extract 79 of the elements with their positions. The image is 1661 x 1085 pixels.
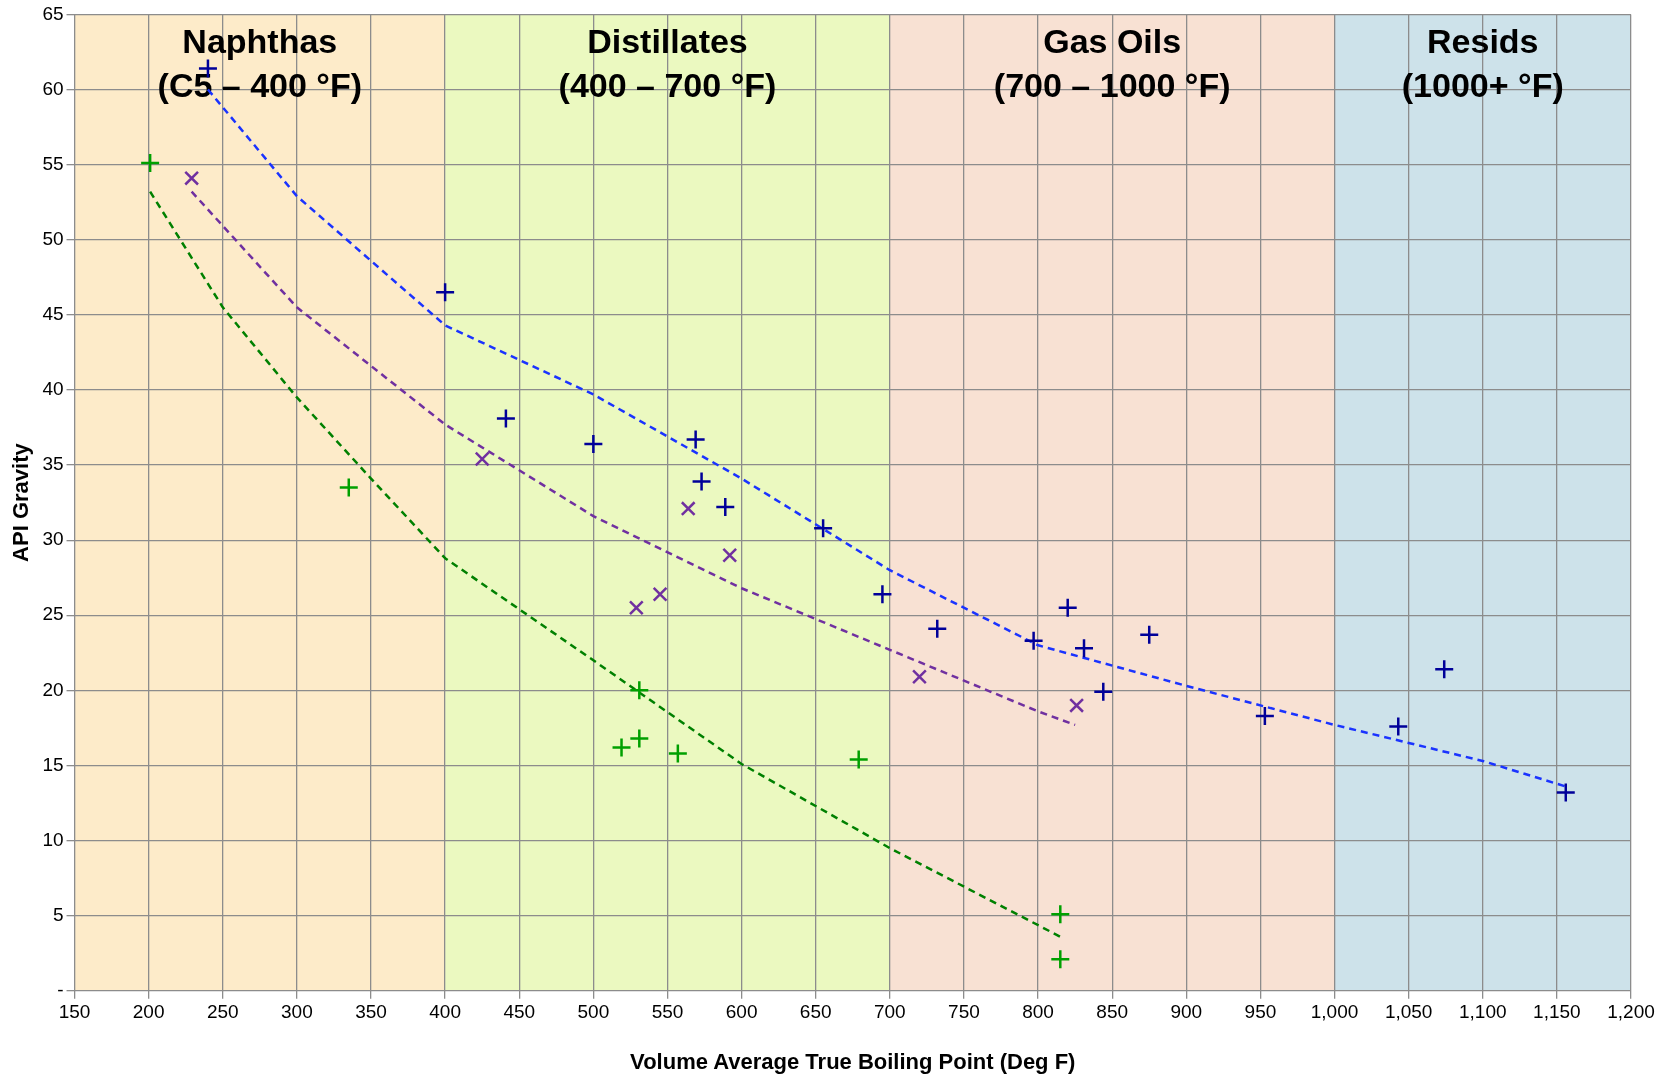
x-tick-label: 650 [799, 1001, 832, 1023]
point [1093, 681, 1114, 703]
point [848, 749, 869, 770]
x-tick-label: 400 [429, 1001, 461, 1023]
line-series [148, 190, 1062, 938]
x-tick-label: 250 [206, 1001, 239, 1023]
point [680, 501, 696, 517]
x-tick-label: 700 [873, 1001, 906, 1023]
point [583, 433, 604, 455]
point [611, 737, 632, 758]
x-axis-title: Volume Average True Boiling Point (Deg F) [630, 1048, 1076, 1074]
point [911, 669, 928, 685]
point [685, 429, 706, 450]
point [667, 743, 689, 764]
y-tick-label: 40 [42, 378, 64, 400]
point [1433, 659, 1455, 680]
band-label: Distillates (400 – 700 °F) [558, 21, 777, 104]
x-tick-label: 1,150 [1533, 1001, 1581, 1023]
x-tick-label: 750 [948, 1001, 980, 1023]
y-tick-label: - [57, 979, 64, 1001]
band-label: Resids (1000+ °F) [1401, 21, 1564, 104]
y-tick-label: 65 [42, 2, 64, 24]
y-tick-label: 30 [42, 528, 64, 550]
x-tick-label: 300 [281, 1001, 313, 1023]
point [715, 496, 736, 518]
x-tick-label: 150 [58, 1001, 91, 1023]
point [474, 451, 490, 467]
band-label: Gas Oils (700 – 1000 °F) [993, 21, 1231, 104]
x-tick-label: 1,100 [1458, 1001, 1507, 1023]
y-tick-label: 20 [42, 678, 64, 700]
point [1073, 638, 1095, 659]
y-tick-label: 55 [42, 152, 64, 174]
point [1068, 697, 1085, 714]
x-tick-label: 1,200 [1607, 1001, 1655, 1023]
point [652, 586, 668, 602]
point [1023, 630, 1044, 652]
point [1555, 782, 1577, 803]
x-tick-label: 450 [503, 1001, 536, 1023]
x-tick-label: 350 [355, 1001, 387, 1023]
x-tick-label: 950 [1244, 1001, 1277, 1023]
y-tick-label: 35 [42, 453, 64, 475]
point [628, 600, 644, 616]
point [691, 471, 712, 492]
point [139, 152, 161, 174]
x-tick-label: 1,000 [1310, 1001, 1359, 1023]
y-axis-title: API Gravity [8, 442, 34, 562]
y-tick-label: 10 [42, 828, 64, 850]
point [927, 618, 948, 640]
x-tick-label: 550 [651, 1001, 684, 1023]
x-tick-label: 800 [1022, 1001, 1054, 1023]
y-tick-label: 5 [52, 903, 64, 925]
x-tick-label: 850 [1096, 1001, 1129, 1023]
line-series [190, 190, 1077, 727]
point [338, 477, 360, 498]
point [1050, 949, 1071, 970]
y-tick-label: 45 [42, 303, 64, 325]
point [1138, 624, 1160, 646]
point [629, 728, 650, 749]
y-tick-label: 60 [42, 77, 64, 99]
point [629, 680, 650, 701]
point [1254, 705, 1276, 727]
band-label: Naphthas (C5 – 400 °F) [157, 21, 363, 104]
point [812, 517, 834, 539]
point [1057, 597, 1078, 618]
point [1050, 903, 1071, 925]
x-tick-label: 1,050 [1384, 1001, 1433, 1023]
x-tick-label: 200 [132, 1001, 165, 1023]
x-tick-label: 600 [725, 1001, 758, 1023]
point [722, 547, 738, 563]
y-tick-label: 15 [42, 753, 64, 775]
y-tick-label: 50 [42, 227, 64, 249]
point [872, 583, 893, 605]
point [434, 282, 456, 303]
y-tick-label: 25 [42, 603, 64, 625]
x-tick-label: 500 [577, 1001, 610, 1023]
point [184, 170, 200, 186]
point [495, 408, 517, 429]
x-tick-label: 900 [1170, 1001, 1203, 1023]
point [1388, 716, 1409, 737]
